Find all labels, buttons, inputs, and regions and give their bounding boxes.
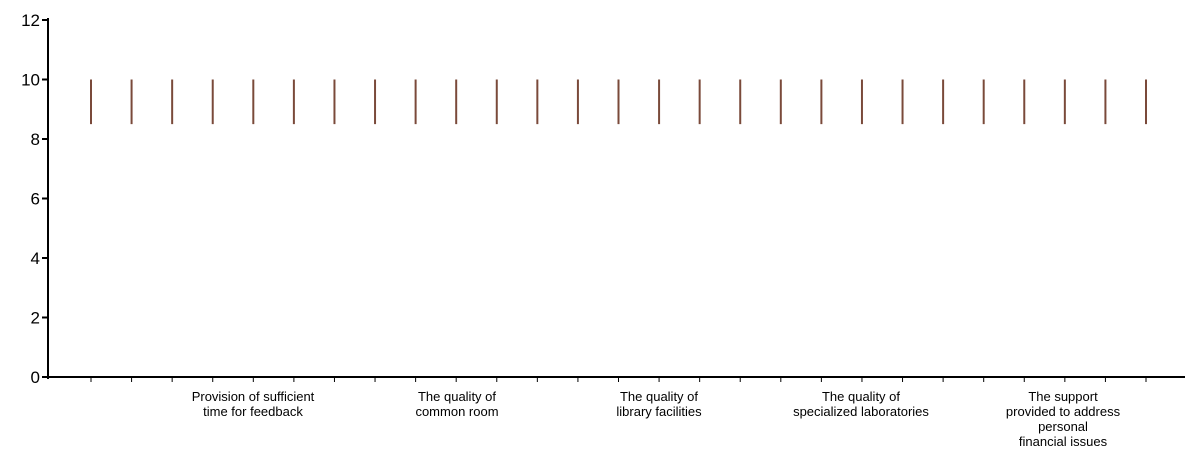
y-tick-label: 2 — [31, 309, 40, 328]
y-tick-label: 6 — [31, 190, 40, 209]
axes: 0 2 4 6 8 10 12 — [21, 11, 1185, 387]
y-tick-label: 0 — [31, 368, 40, 387]
bars — [90, 79, 1147, 125]
category-label-1: Provision of sufficient time for feedback — [192, 389, 315, 419]
category-label-5: The support provided to address personal fi… — [1006, 389, 1121, 449]
category-label-4: The quality of specialized laboratories — [793, 389, 929, 419]
y-tick-label: 10 — [21, 71, 40, 90]
y-tick-label: 4 — [31, 249, 40, 268]
category-label-2: The quality of common room — [415, 389, 498, 419]
category-labels: Provision of sufficient time for feedback… — [192, 389, 1121, 449]
y-tick-label: 12 — [21, 11, 40, 30]
y-tick-label: 8 — [31, 130, 40, 149]
category-label-3: The quality of library facilities — [616, 389, 702, 419]
